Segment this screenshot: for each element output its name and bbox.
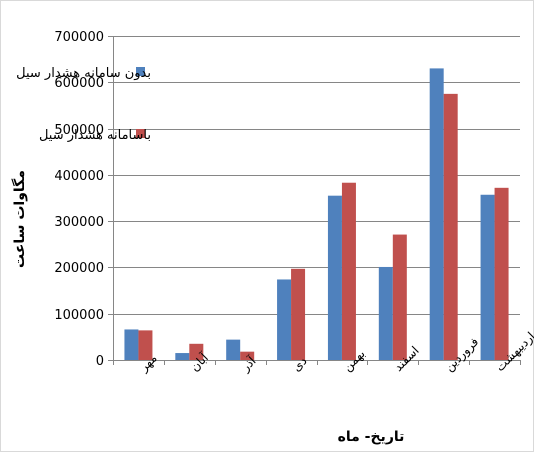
bar-series-1 <box>240 351 255 360</box>
bar-series-0 <box>378 266 393 360</box>
y-tick-label: 0 <box>96 354 104 369</box>
y-tick-label: 400000 <box>54 169 104 184</box>
y-tick-label: 300000 <box>54 215 104 230</box>
axes <box>113 36 521 365</box>
bar-series-0 <box>175 353 190 360</box>
y-axis-title: مگاوات ساعت <box>11 170 28 268</box>
bar-series-1 <box>392 234 407 360</box>
bar-series-1 <box>443 93 458 360</box>
bar-series-0 <box>226 339 241 360</box>
bar-series-0 <box>277 279 292 360</box>
bar-series-1 <box>494 187 509 360</box>
bar-series-0 <box>480 194 495 360</box>
legend-label: بدون سامانه هشدار سیل <box>16 66 151 81</box>
x-axis-title: تاریخ- ماه <box>338 429 405 445</box>
y-tick-label: 600000 <box>54 76 104 91</box>
y-tick-label: 700000 <box>54 30 104 45</box>
bar-series-0 <box>429 68 444 361</box>
bar-series-1 <box>138 330 153 360</box>
legend-swatch <box>136 129 145 138</box>
legend-swatch <box>136 67 145 76</box>
bar-series-1 <box>341 182 356 360</box>
y-tick-label: 100000 <box>54 308 104 323</box>
y-tick-label: 200000 <box>54 261 104 276</box>
y-tick-labels: 0 100000 200000 300000 400000 500000 600000 700… <box>54 30 104 369</box>
bar-series-1 <box>291 268 306 360</box>
bar-series-1 <box>189 343 204 360</box>
bars <box>124 68 509 361</box>
legend: بدون سامانه هشدار سیل باسامانه هشدار سیل <box>16 66 151 143</box>
legend-label: باسامانه هشدار سیل <box>39 128 151 143</box>
bar-series-0 <box>124 329 139 360</box>
bar-series-0 <box>327 195 342 360</box>
y-tick-label: 500000 <box>54 123 104 138</box>
